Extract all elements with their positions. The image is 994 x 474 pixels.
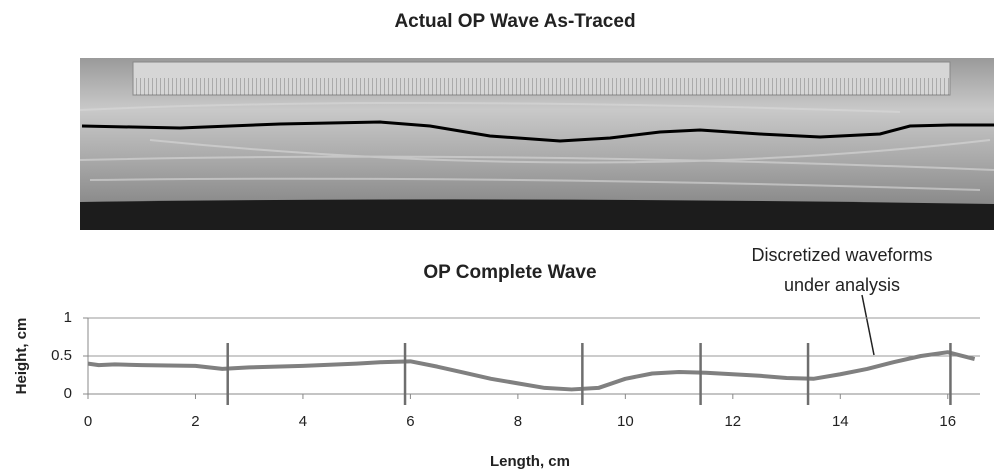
photo — [79, 58, 994, 230]
x-axis-label: Length, cm — [490, 453, 570, 470]
x-tick-label: 0 — [84, 413, 92, 430]
data-line — [87, 350, 976, 392]
x-tick-label: 14 — [832, 413, 849, 430]
x-tick-label: 4 — [299, 413, 307, 430]
y-tick-label: 0 — [64, 385, 72, 402]
photo-texture — [79, 101, 994, 191]
annotation-leader — [861, 294, 875, 356]
x-tick-label: 8 — [514, 413, 522, 430]
y-tick-label: 1 — [64, 309, 72, 326]
annotation: Discretized waveforms — [751, 245, 932, 265]
x-tick-label: 6 — [406, 413, 414, 430]
photo-dark-band — [80, 199, 994, 230]
ruler-ticks — [133, 78, 950, 95]
x-tick-label: 10 — [617, 413, 634, 430]
x-tick-label: 12 — [724, 413, 741, 430]
y-axis-label: Height, cm — [13, 318, 30, 395]
photo-title: Actual OP Wave As-Traced — [394, 11, 635, 32]
y-tick-label: 0.5 — [51, 347, 72, 364]
chart-title: OP Complete Wave — [423, 262, 596, 283]
x-tick-label: 16 — [939, 413, 956, 430]
annotation: under analysis — [784, 275, 900, 295]
traced-wave — [81, 120, 994, 143]
x-tick-label: 2 — [191, 413, 199, 430]
